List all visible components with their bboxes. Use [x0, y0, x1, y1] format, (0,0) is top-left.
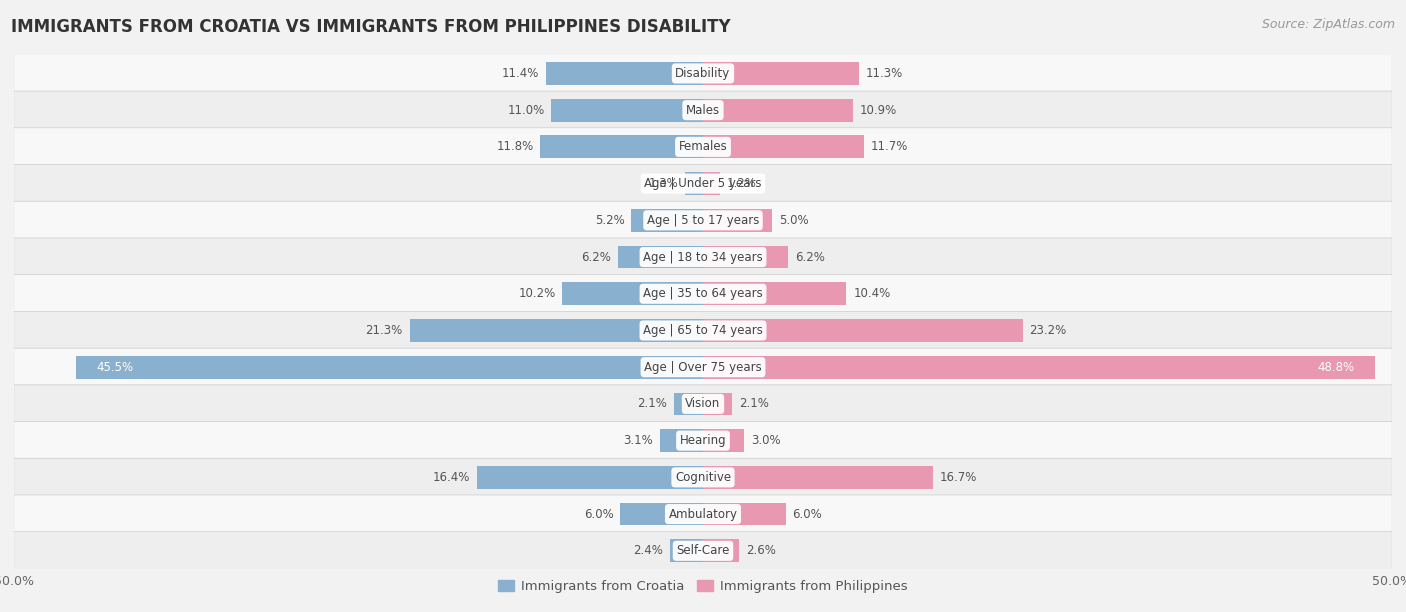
Bar	[409, 319, 703, 342]
Text: Age | Under 5 years: Age | Under 5 years	[644, 177, 762, 190]
FancyBboxPatch shape	[14, 422, 1392, 460]
Text: Age | 35 to 64 years: Age | 35 to 64 years	[643, 287, 763, 300]
Text: 23.2%: 23.2%	[1029, 324, 1067, 337]
Text: 5.0%: 5.0%	[779, 214, 808, 227]
FancyBboxPatch shape	[14, 385, 1392, 423]
Bar	[620, 502, 703, 526]
Text: 11.8%: 11.8%	[496, 140, 533, 154]
Text: 3.1%: 3.1%	[624, 434, 654, 447]
Text: 2.6%: 2.6%	[745, 544, 776, 558]
Text: 2.1%: 2.1%	[637, 397, 668, 411]
FancyBboxPatch shape	[14, 348, 1392, 386]
Text: 10.9%: 10.9%	[860, 103, 897, 117]
FancyBboxPatch shape	[14, 165, 1392, 203]
Text: 10.4%: 10.4%	[853, 287, 890, 300]
Bar	[661, 429, 703, 452]
Text: 11.3%: 11.3%	[866, 67, 903, 80]
Bar	[703, 502, 786, 526]
Bar	[76, 356, 703, 379]
Text: 2.1%: 2.1%	[738, 397, 769, 411]
Bar	[673, 392, 703, 416]
Text: Cognitive: Cognitive	[675, 471, 731, 484]
Text: 11.7%: 11.7%	[872, 140, 908, 154]
Text: 16.4%: 16.4%	[433, 471, 470, 484]
Bar	[703, 172, 720, 195]
Text: 3.0%: 3.0%	[751, 434, 780, 447]
Bar	[703, 539, 738, 562]
Bar	[703, 99, 853, 122]
Bar	[540, 135, 703, 159]
FancyBboxPatch shape	[14, 91, 1392, 129]
Text: 11.4%: 11.4%	[502, 67, 538, 80]
Text: Age | 65 to 74 years: Age | 65 to 74 years	[643, 324, 763, 337]
Bar	[703, 62, 859, 85]
Bar	[562, 282, 703, 305]
Legend: Immigrants from Croatia, Immigrants from Philippines: Immigrants from Croatia, Immigrants from…	[499, 580, 907, 594]
Bar	[631, 209, 703, 232]
FancyBboxPatch shape	[14, 238, 1392, 276]
Text: Age | Over 75 years: Age | Over 75 years	[644, 360, 762, 374]
Text: Males: Males	[686, 103, 720, 117]
Text: 21.3%: 21.3%	[366, 324, 402, 337]
FancyBboxPatch shape	[14, 201, 1392, 239]
FancyBboxPatch shape	[14, 128, 1392, 166]
FancyBboxPatch shape	[14, 495, 1392, 533]
Text: 6.0%: 6.0%	[793, 507, 823, 521]
Bar	[703, 466, 934, 489]
Bar	[617, 245, 703, 269]
FancyBboxPatch shape	[14, 532, 1392, 570]
FancyBboxPatch shape	[14, 312, 1392, 349]
Text: 2.4%: 2.4%	[633, 544, 664, 558]
Text: Self-Care: Self-Care	[676, 544, 730, 558]
Bar	[546, 62, 703, 85]
Text: Hearing: Hearing	[679, 434, 727, 447]
Text: Females: Females	[679, 140, 727, 154]
Text: Age | 5 to 17 years: Age | 5 to 17 years	[647, 214, 759, 227]
Text: 48.8%: 48.8%	[1317, 360, 1355, 374]
Text: 6.2%: 6.2%	[581, 250, 610, 264]
Bar	[703, 429, 744, 452]
Bar	[703, 319, 1022, 342]
Text: 5.2%: 5.2%	[595, 214, 624, 227]
FancyBboxPatch shape	[14, 458, 1392, 496]
Text: Source: ZipAtlas.com: Source: ZipAtlas.com	[1261, 18, 1395, 31]
FancyBboxPatch shape	[14, 275, 1392, 313]
Text: Ambulatory: Ambulatory	[668, 507, 738, 521]
Text: 16.7%: 16.7%	[941, 471, 977, 484]
Text: Disability: Disability	[675, 67, 731, 80]
Bar	[477, 466, 703, 489]
Bar	[703, 282, 846, 305]
Bar	[703, 135, 865, 159]
Text: 1.3%: 1.3%	[648, 177, 678, 190]
Bar	[551, 99, 703, 122]
Bar	[685, 172, 703, 195]
Bar	[703, 245, 789, 269]
Text: Age | 18 to 34 years: Age | 18 to 34 years	[643, 250, 763, 264]
Text: 11.0%: 11.0%	[508, 103, 544, 117]
Text: 6.0%: 6.0%	[583, 507, 613, 521]
Text: 6.2%: 6.2%	[796, 250, 825, 264]
Bar	[703, 209, 772, 232]
Text: 1.2%: 1.2%	[727, 177, 756, 190]
Bar	[703, 392, 733, 416]
FancyBboxPatch shape	[14, 54, 1392, 92]
Text: Vision: Vision	[685, 397, 721, 411]
Text: IMMIGRANTS FROM CROATIA VS IMMIGRANTS FROM PHILIPPINES DISABILITY: IMMIGRANTS FROM CROATIA VS IMMIGRANTS FR…	[11, 18, 731, 36]
Bar	[703, 356, 1375, 379]
Text: 10.2%: 10.2%	[519, 287, 555, 300]
Text: 45.5%: 45.5%	[97, 360, 134, 374]
Bar	[669, 539, 703, 562]
